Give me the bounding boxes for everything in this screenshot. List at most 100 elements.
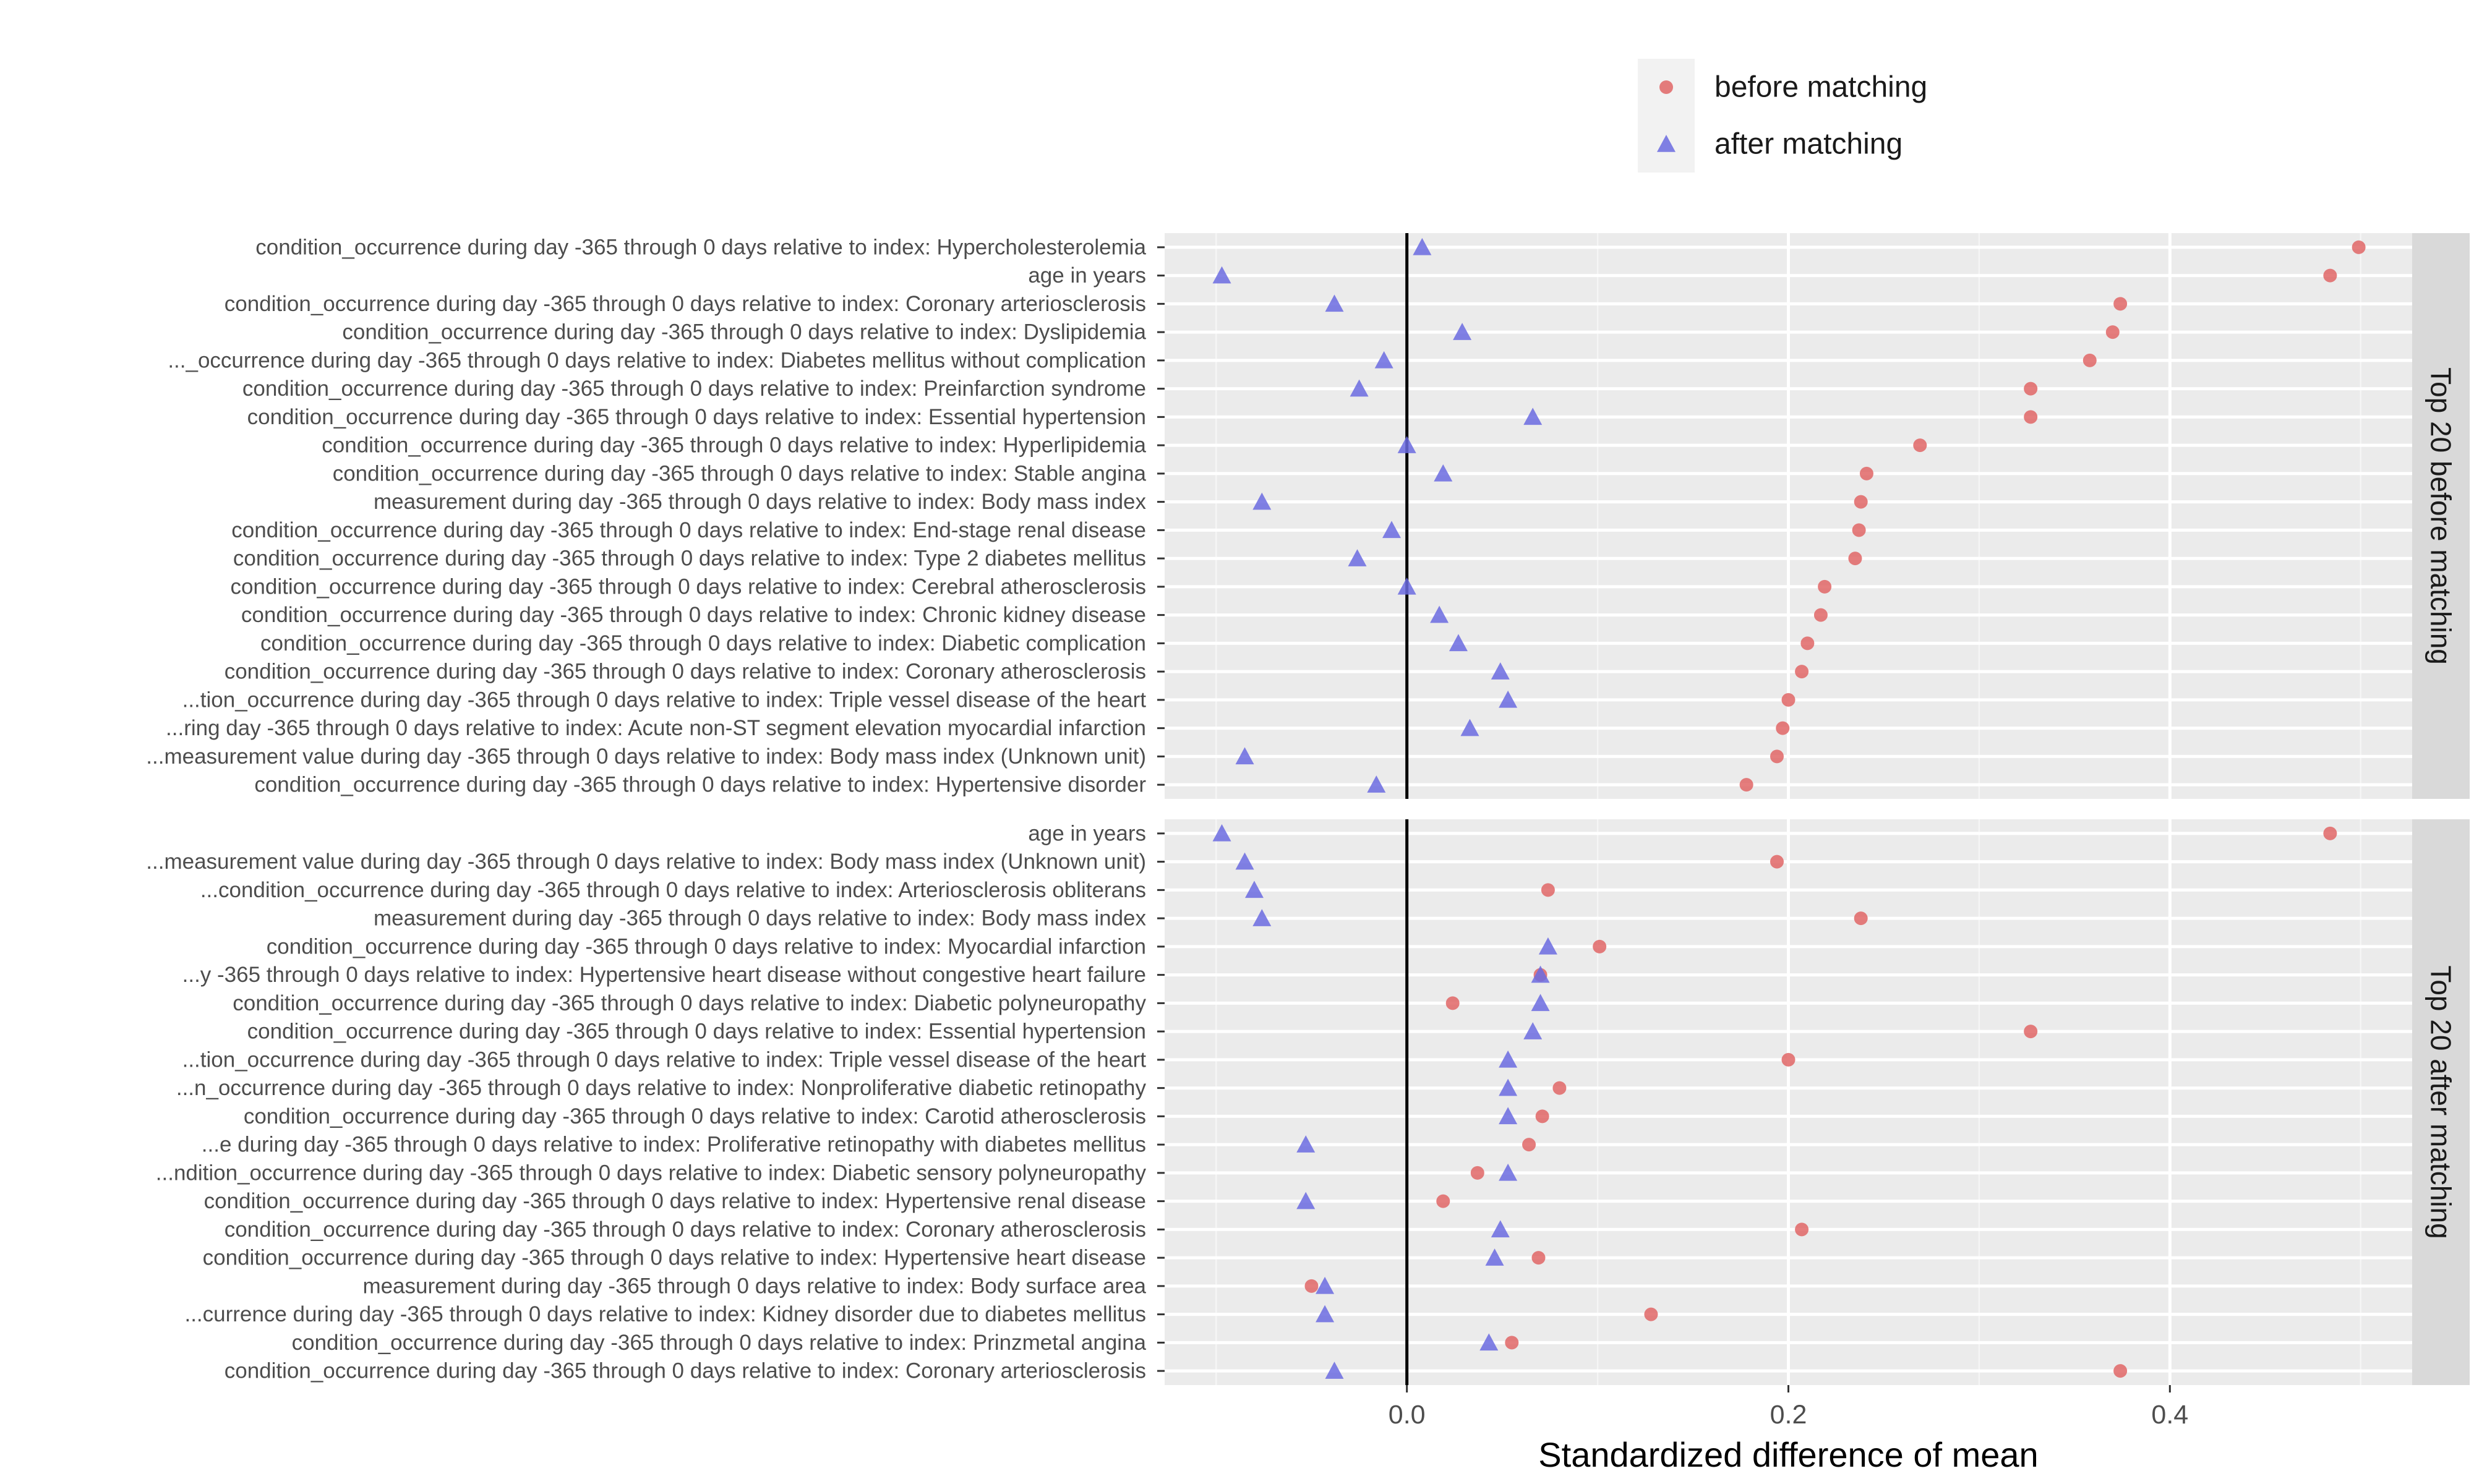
y-tick-label: ...y -365 through 0 days relative to ind… [182, 963, 1146, 987]
y-tick-label: measurement during day -365 through 0 da… [374, 490, 1147, 514]
point-after-matching [1449, 634, 1468, 652]
y-tick-label: condition_occurrence during day -365 thr… [247, 405, 1146, 429]
panel-1: Top 20 before matching condition_occurren… [146, 233, 2470, 799]
point-after-matching [1296, 1135, 1316, 1153]
point-before-matching [2323, 826, 2337, 840]
point-after-matching [1499, 1163, 1518, 1181]
y-tick-label: condition_occurrence during day -365 thr… [333, 461, 1147, 485]
point-after-matching [1491, 662, 1510, 680]
legend: before matching after matching [1638, 59, 1927, 173]
point-before-matching [2024, 410, 2038, 424]
point-after-matching [1531, 994, 1550, 1012]
point-before-matching [1505, 1336, 1519, 1350]
point-before-matching [1770, 749, 1784, 764]
point-after-matching [1485, 1248, 1504, 1266]
y-tick-label: measurement during day -365 through 0 da… [362, 1274, 1146, 1298]
point-after-matching [1453, 323, 1472, 340]
point-before-matching [2082, 353, 2097, 367]
y-tick-label: condition_occurrence during day -365 thr… [225, 292, 1146, 316]
point-after-matching [1434, 464, 1453, 482]
legend-label: after matching [1714, 128, 1903, 161]
point-after-matching [1430, 605, 1449, 623]
point-after-matching [1499, 690, 1518, 708]
x-tick-label: 0.0 [1389, 1400, 1426, 1430]
point-before-matching [1739, 778, 1753, 792]
point-before-matching [1781, 693, 1796, 707]
y-tick-label: condition_occurrence during day -365 thr… [241, 603, 1146, 627]
point-after-matching [1235, 747, 1254, 765]
legend-item: before matching [1638, 59, 1927, 116]
point-after-matching [1499, 1050, 1518, 1068]
point-after-matching [1538, 937, 1557, 955]
facet-strip-label: Top 20 before matching [2425, 367, 2457, 665]
y-tick-label: condition_occurrence during day -365 thr… [233, 547, 1146, 571]
point-before-matching [2024, 382, 2038, 396]
legend-triangle-marker [1657, 135, 1676, 152]
y-tick-label: condition_occurrence during day -365 thr… [233, 991, 1146, 1015]
point-before-matching [1854, 911, 1868, 926]
point-after-matching [1531, 965, 1550, 983]
point-before-matching [1770, 855, 1784, 869]
facet-strip [2412, 819, 2470, 1385]
point-after-matching [1413, 237, 1432, 255]
point-before-matching [1913, 438, 1927, 453]
point-after-matching [1397, 577, 1416, 595]
y-tick-label: ...ring day -365 through 0 days relative… [166, 716, 1146, 740]
y-tick-label: condition_occurrence during day -365 thr… [292, 1331, 1147, 1355]
point-before-matching [1854, 495, 1868, 509]
point-before-matching [1445, 996, 1460, 1010]
point-before-matching [1795, 1222, 1809, 1237]
y-tick-label: ...tion_occurrence during day -365 throu… [182, 1047, 1147, 1072]
y-tick-label: condition_occurrence during day -365 thr… [260, 631, 1146, 655]
x-tick-label: 0.2 [1770, 1400, 1807, 1430]
point-before-matching [1800, 636, 1815, 650]
y-tick-label: age in years [1028, 263, 1146, 288]
y-tick-label: condition_occurrence during day -365 thr… [322, 433, 1146, 458]
y-tick-label: ...currence during day -365 through 0 da… [184, 1302, 1146, 1326]
point-after-matching [1491, 1220, 1510, 1238]
y-tick-label: age in years [1028, 821, 1146, 845]
y-tick-label: condition_occurrence during day -365 thr… [254, 773, 1146, 797]
point-before-matching [1436, 1194, 1450, 1208]
point-after-matching [1382, 521, 1402, 539]
panel-2: Top 20 after matching age in years ...meas… [146, 819, 2470, 1385]
point-after-matching [1244, 881, 1264, 898]
point-after-matching [1252, 492, 1272, 510]
point-after-matching [1397, 436, 1416, 453]
facet-strip [2412, 233, 2470, 799]
y-tick-label: measurement during day -365 through 0 da… [374, 906, 1147, 931]
y-tick-label: ...tion_occurrence during day -365 throu… [182, 688, 1147, 712]
y-tick-label: condition_occurrence during day -365 thr… [225, 1217, 1146, 1242]
point-after-matching [1252, 909, 1272, 926]
y-tick-label: condition_occurrence during day -365 thr… [267, 934, 1146, 958]
point-before-matching [1776, 721, 1790, 735]
point-before-matching [2113, 1364, 2128, 1378]
y-tick-label: condition_occurrence during day -365 thr… [244, 1104, 1146, 1128]
y-tick-label: ...e during day -365 through 0 days rela… [202, 1133, 1146, 1157]
y-tick-label: condition_occurrence during day -365 thr… [203, 1246, 1146, 1270]
point-after-matching [1374, 351, 1393, 369]
y-tick-label: condition_occurrence during day -365 thr… [204, 1189, 1146, 1213]
legend-item: after matching [1638, 116, 1903, 173]
y-tick-label: condition_occurrence during day -365 thr… [342, 320, 1146, 344]
point-after-matching [1523, 1022, 1543, 1039]
point-before-matching [2024, 1025, 2038, 1039]
point-after-matching [1348, 549, 1367, 566]
point-before-matching [1644, 1307, 1658, 1321]
x-axis-title: Standardized difference of mean [1538, 1435, 2038, 1474]
y-tick-label: condition_occurrence during day -365 thr… [247, 1020, 1146, 1044]
point-before-matching [2323, 268, 2337, 283]
point-before-matching [2105, 325, 2120, 339]
point-after-matching [1350, 379, 1369, 397]
point-after-matching [1212, 266, 1231, 284]
point-after-matching [1325, 1362, 1344, 1379]
y-tick-label: ...measurement value during day -365 thr… [146, 850, 1146, 874]
point-before-matching [1522, 1138, 1536, 1152]
y-tick-label: ...n_occurrence during day -365 through … [176, 1076, 1147, 1100]
point-after-matching [1367, 775, 1386, 793]
point-before-matching [1593, 939, 1607, 953]
point-before-matching [1813, 608, 1828, 622]
point-before-matching [1859, 466, 1873, 480]
point-after-matching [1460, 719, 1479, 736]
point-before-matching [1795, 665, 1809, 679]
